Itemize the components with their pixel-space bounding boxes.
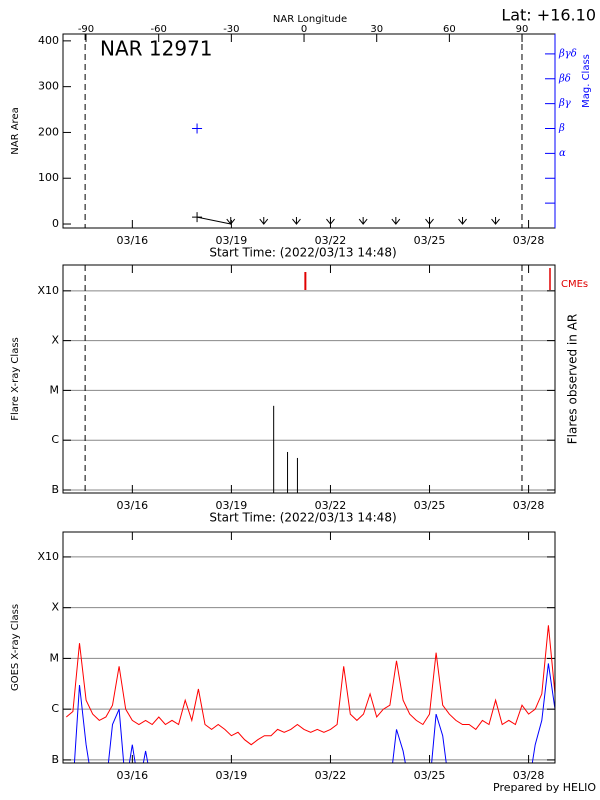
- area-marker: [458, 217, 467, 225]
- y-tick-label: C: [51, 433, 59, 446]
- y-tick-label: M: [50, 651, 60, 664]
- area-marker: [259, 217, 269, 225]
- x-tick-label: 03/25: [414, 234, 446, 247]
- area-marker: [491, 217, 500, 225]
- x-tick-label: 03/22: [315, 769, 347, 782]
- x2-tick-label: -30: [223, 24, 239, 35]
- y-tick-label: X: [51, 334, 59, 347]
- x-tick-label: 03/25: [414, 769, 446, 782]
- y-tick-label: M: [50, 383, 60, 396]
- area-marker: [226, 217, 236, 225]
- x-tick-label: 03/22: [315, 234, 347, 247]
- y-tick-label: X: [51, 601, 59, 614]
- y2-axis-title: Mag. Class: [581, 54, 592, 108]
- y2-tick-label: β: [558, 123, 565, 134]
- y-tick-label: 300: [38, 80, 59, 93]
- x-tick-label: 03/19: [216, 499, 248, 512]
- footer: Prepared by HELIO: [493, 781, 596, 794]
- x-tick-label: 03/16: [116, 499, 148, 512]
- y-tick-label: B: [51, 483, 59, 496]
- x-tick-label: 03/28: [513, 769, 545, 782]
- x-tick-label: 03/16: [116, 234, 148, 247]
- y-tick-label: B: [51, 753, 59, 766]
- y-tick-label: 100: [38, 171, 59, 184]
- area-marker: [326, 217, 335, 225]
- x2-tick-label: -90: [78, 24, 94, 35]
- y-axis-title: GOES X-ray Class: [10, 604, 21, 691]
- plot-frame: [62, 531, 556, 764]
- y2-tick-label: βγ: [558, 98, 571, 109]
- x2-tick-label: -60: [151, 24, 167, 35]
- area-marker: [292, 217, 301, 225]
- x-tick-label: 03/22: [315, 499, 347, 512]
- y-axis-title: NAR Area: [10, 107, 21, 154]
- area-marker: [391, 217, 401, 225]
- data-segment: [196, 216, 231, 225]
- y-tick-label: 400: [38, 34, 59, 47]
- y2-tick-label: βγδ: [558, 48, 577, 59]
- x2-tick-label: 0: [301, 24, 307, 35]
- y2-axis-title: Flares observed in AR: [566, 314, 580, 444]
- x-axis-title: Start Time: (2022/03/13 14:48): [209, 246, 396, 260]
- plot-frame: [62, 264, 556, 494]
- y-tick-label: C: [51, 702, 59, 715]
- x2-tick-label: 60: [443, 24, 456, 35]
- y-tick-label: 0: [52, 217, 59, 230]
- x-tick-label: 03/19: [216, 769, 248, 782]
- x-tick-label: 03/28: [513, 234, 545, 247]
- x-axis-title: Start Time: (2022/03/13 14:48): [209, 511, 396, 525]
- y2-tick-label: α: [559, 148, 566, 159]
- x-tick-label: 03/28: [513, 499, 545, 512]
- y-tick-label: X10: [37, 284, 59, 297]
- y2-tick-label: βδ: [558, 73, 571, 84]
- area-marker: [358, 217, 368, 225]
- x2-tick-label: 30: [370, 24, 383, 35]
- x-tick-label: 03/25: [414, 499, 446, 512]
- legend-label: CMEs: [561, 279, 588, 290]
- flux-line: [65, 625, 555, 746]
- latitude-label: Lat: +16.10: [501, 6, 596, 25]
- area-marker: [425, 217, 434, 225]
- x2-axis-title: NAR Longitude: [273, 14, 347, 25]
- x2-tick-label: 90: [516, 24, 529, 35]
- y-tick-label: X10: [37, 550, 59, 563]
- y-tick-label: 200: [38, 125, 59, 138]
- x-tick-label: 03/16: [116, 769, 148, 782]
- y-axis-title: Flare X-ray Class: [10, 337, 21, 421]
- mag-class-marker: [192, 123, 203, 134]
- chart-title: NAR 12971: [100, 37, 213, 61]
- x-tick-label: 03/19: [216, 234, 248, 247]
